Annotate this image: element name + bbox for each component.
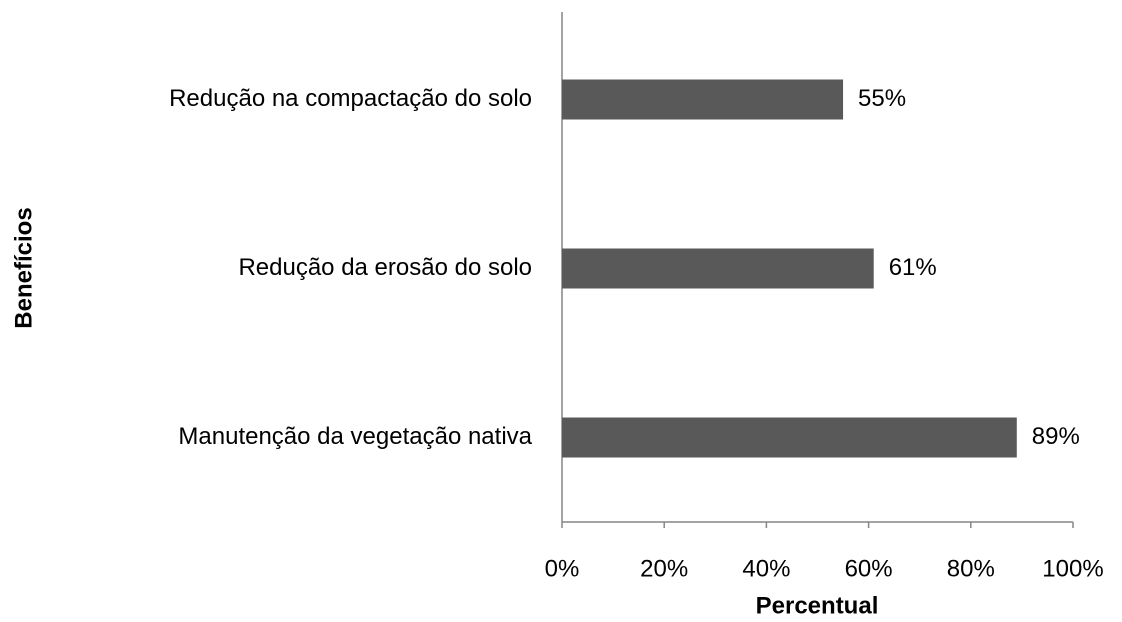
- bar: [562, 79, 844, 120]
- x-tick-label: 80%: [947, 555, 995, 582]
- y-tick-label: Redução na compactação do solo: [169, 85, 532, 112]
- x-axis-title: Percentual: [756, 592, 879, 619]
- y-tick-label: Manutenção da vegetação nativa: [178, 423, 532, 450]
- x-tick-label: 0%: [545, 555, 580, 582]
- value-label: 55%: [858, 85, 906, 112]
- value-label: 89%: [1032, 423, 1080, 450]
- bar: [562, 417, 1017, 458]
- bar: [562, 248, 874, 289]
- x-tick-label: 100%: [1042, 555, 1103, 582]
- value-label: 61%: [889, 254, 937, 281]
- x-tick-label: 60%: [845, 555, 893, 582]
- y-axis-title: Benefícios: [10, 207, 37, 328]
- x-tick-label: 40%: [742, 555, 790, 582]
- y-tick-label: Redução da erosão do solo: [238, 254, 532, 281]
- x-tick-label: 20%: [640, 555, 688, 582]
